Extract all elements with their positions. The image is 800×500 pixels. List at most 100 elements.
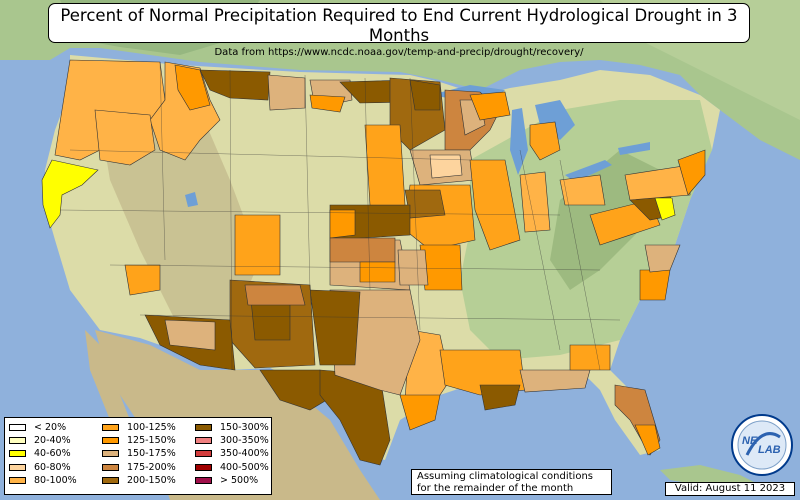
rockies bbox=[100, 110, 260, 330]
region-orange-idaho bbox=[174, 64, 211, 111]
legend-swatch bbox=[195, 450, 212, 458]
region-north-carolina bbox=[639, 269, 671, 301]
lake-ontario bbox=[618, 142, 650, 155]
legend-item: 400-500% bbox=[195, 461, 269, 474]
region-illinois bbox=[469, 159, 521, 251]
legend-swatch bbox=[102, 424, 119, 432]
legend-swatch bbox=[9, 463, 26, 471]
region-montana-east bbox=[267, 74, 306, 111]
nelab-logo: NE LAB bbox=[731, 414, 793, 476]
region-texas-panhandle bbox=[309, 289, 361, 366]
great-salt-lake bbox=[185, 192, 198, 207]
region-iowa-2 bbox=[429, 154, 463, 179]
legend-item: 100-125% bbox=[102, 421, 176, 434]
legend-item: 200-150% bbox=[102, 474, 176, 487]
region-colorado bbox=[234, 214, 281, 276]
state-borders bbox=[59, 61, 621, 371]
region-oklahoma-2 bbox=[329, 237, 396, 263]
legend-label: 60-80% bbox=[34, 461, 71, 473]
legend-swatch bbox=[102, 476, 119, 484]
legend-swatch bbox=[195, 437, 212, 445]
region-nm-3 bbox=[244, 284, 306, 306]
region-oklahoma-3 bbox=[359, 261, 396, 283]
legend-item: < 20% bbox=[9, 421, 77, 434]
legend-label: > 500% bbox=[220, 474, 259, 486]
legend-swatch bbox=[195, 424, 212, 432]
title-box: Percent of Normal Precipitation Required… bbox=[48, 3, 750, 58]
legend-swatch bbox=[9, 437, 26, 445]
legend-swatch bbox=[9, 424, 26, 432]
legend-item: 300-350% bbox=[195, 434, 269, 447]
legend-swatch bbox=[9, 450, 26, 458]
legend-swatch bbox=[102, 437, 119, 445]
legend-label: 40-60% bbox=[34, 448, 71, 460]
region-nebraska bbox=[364, 124, 406, 206]
region-arkansas-2 bbox=[397, 249, 429, 286]
region-nd-orange bbox=[309, 94, 346, 113]
legend: < 20% 20-40% 40-60% 60-80% 80-100% 100-1… bbox=[4, 417, 272, 495]
region-upper-michigan bbox=[469, 91, 511, 121]
logo-text-ne: NE bbox=[742, 435, 758, 447]
legend-label: 400-500% bbox=[220, 461, 269, 473]
legend-col-3: 150-300% 300-350% 350-400% 400-500% > 50… bbox=[195, 421, 269, 487]
legend-label: 350-400% bbox=[220, 448, 269, 460]
region-texas-gulf bbox=[399, 394, 441, 431]
valid-date: Valid: August 11 2023 bbox=[665, 482, 795, 496]
region-lower-michigan bbox=[529, 121, 561, 161]
legend-item: > 500% bbox=[195, 474, 269, 487]
lake-huron bbox=[535, 100, 575, 140]
cuba bbox=[660, 465, 760, 485]
legend-item: 150-300% bbox=[195, 421, 269, 434]
region-georgia bbox=[569, 344, 611, 371]
region-sc bbox=[644, 244, 681, 273]
legend-label: 100-125% bbox=[127, 422, 176, 434]
region-kansas-2 bbox=[329, 209, 356, 239]
region-ohio bbox=[559, 174, 606, 206]
legend-item: 60-80% bbox=[9, 461, 77, 474]
logo-text-lab: LAB bbox=[758, 444, 781, 456]
legend-label: < 20% bbox=[34, 422, 67, 434]
legend-label: 80-100% bbox=[34, 474, 77, 486]
region-florida-south bbox=[634, 424, 661, 456]
region-new-jersey bbox=[677, 149, 706, 196]
region-pennsylvania bbox=[624, 164, 691, 201]
region-gulf-brown bbox=[479, 384, 521, 411]
legend-col-2: 100-125% 125-150% 150-175% 175-200% 200-… bbox=[102, 421, 176, 487]
lake-michigan bbox=[510, 108, 528, 175]
legend-label: 150-175% bbox=[127, 448, 176, 460]
legend-item: 20-40% bbox=[9, 434, 77, 447]
note-line-2: for the remainder of the month bbox=[417, 482, 574, 494]
region-utah-south bbox=[124, 264, 161, 296]
legend-item: 125-150% bbox=[102, 434, 176, 447]
legend-label: 200-150% bbox=[127, 474, 176, 486]
assumption-note: Assuming climatological conditions for t… bbox=[411, 469, 612, 495]
lake-erie bbox=[565, 160, 612, 182]
region-california-coast bbox=[41, 159, 99, 229]
note-line-1: Assuming climatological conditions bbox=[417, 471, 593, 482]
legend-swatch bbox=[102, 463, 119, 471]
legend-label: 300-350% bbox=[220, 435, 269, 447]
region-texas-west bbox=[259, 369, 336, 411]
legend-swatch bbox=[9, 476, 26, 484]
logo-swirl bbox=[745, 432, 781, 456]
region-alabama-coast bbox=[519, 369, 591, 393]
region-montana bbox=[199, 69, 271, 101]
legend-swatch bbox=[195, 463, 212, 471]
legend-label: 150-300% bbox=[220, 422, 269, 434]
legend-label: 20-40% bbox=[34, 435, 71, 447]
region-delmarva bbox=[654, 197, 676, 221]
legend-item: 80-100% bbox=[9, 474, 77, 487]
map-subtitle: Data from https://www.ncdc.noaa.gov/temp… bbox=[214, 47, 584, 58]
map-title: Percent of Normal Precipitation Required… bbox=[60, 6, 738, 45]
legend-swatch bbox=[102, 450, 119, 458]
legend-item: 40-60% bbox=[9, 447, 77, 460]
legend-label: 125-150% bbox=[127, 435, 176, 447]
legend-item: 175-200% bbox=[102, 461, 176, 474]
legend-swatch bbox=[195, 476, 212, 484]
region-indiana bbox=[519, 171, 551, 233]
legend-col-1: < 20% 20-40% 40-60% 60-80% 80-100% bbox=[9, 421, 77, 487]
region-minnesota-2 bbox=[409, 79, 441, 111]
region-arizona-2 bbox=[164, 319, 216, 351]
legend-label: 175-200% bbox=[127, 461, 176, 473]
legend-item: 150-175% bbox=[102, 447, 176, 460]
